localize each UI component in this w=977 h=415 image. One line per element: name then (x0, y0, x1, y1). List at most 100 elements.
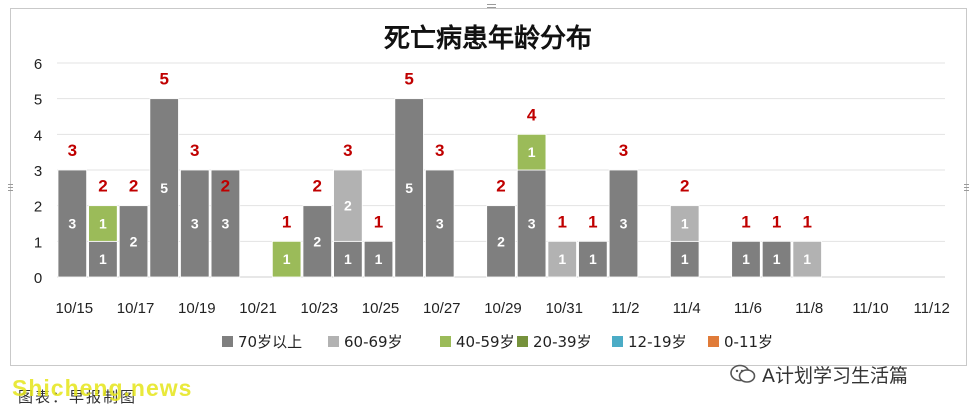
y-tick-label: 3 (34, 163, 42, 180)
bar-value-label: 3 (528, 216, 536, 232)
bar-segment (731, 240, 761, 278)
bar-segment (271, 240, 302, 278)
y-tick-label: 5 (34, 92, 42, 109)
x-tick-label: 10/21 (239, 300, 277, 317)
bar-value-label: 1 (99, 216, 107, 232)
bar-total-label: 1 (772, 212, 781, 231)
bar-value-label: 1 (589, 251, 597, 267)
x-axis-ticks: 10/15 10/17 10/19 10/21 10/23 10/25 10/27 10/29… (56, 300, 950, 317)
bar-segment (57, 169, 88, 278)
bars: 3 1 1 2 5 3 3 1 2 1 2 1 5 3 2 3 1 1 1 3 1 1 1 1 1 (57, 98, 822, 278)
bar-value-label: 1 (773, 251, 781, 267)
bar-total-label: 5 (159, 70, 168, 89)
bar-segment (333, 169, 363, 242)
x-tick-label: 10/29 (484, 300, 522, 317)
bar-total-label: 3 (619, 141, 628, 160)
y-axis-ticks: 0 1 2 3 4 5 6 (34, 56, 42, 287)
watermark: Shicheng.news (12, 375, 193, 401)
resize-handle-top[interactable] (487, 4, 496, 9)
bar-value-label: 3 (436, 216, 444, 232)
bar-value-label: 1 (558, 251, 566, 267)
x-tick-label: 10/15 (56, 300, 94, 317)
bar-total-label: 2 (98, 177, 107, 196)
legend-label: 12-19岁 (628, 333, 687, 351)
bar-value-label: 5 (405, 180, 413, 196)
bar-segment (608, 169, 639, 278)
bar-total-label: 2 (680, 177, 689, 196)
x-tick-label: 11/4 (673, 300, 701, 317)
y-tick-label: 4 (34, 127, 42, 144)
legend-label: 70岁以上 (238, 333, 302, 351)
x-tick-label: 10/31 (545, 300, 583, 317)
bar-value-label: 1 (681, 216, 689, 232)
y-tick-label: 1 (34, 234, 42, 251)
legend: 70岁以上 60-69岁 40-59岁 20-39岁 12-19岁 0-11岁 (222, 333, 773, 351)
bar-total-label: 3 (68, 141, 77, 160)
bar-value-label: 1 (344, 251, 352, 267)
bar-segment (486, 205, 516, 278)
bar-value-label: 1 (375, 251, 383, 267)
bar-total-label: 1 (374, 212, 383, 231)
bar-total-label: 5 (404, 70, 413, 89)
bar-total-label: 2 (313, 177, 322, 196)
bar-segment (363, 240, 394, 278)
legend-swatch (612, 336, 623, 347)
legend-swatch (328, 336, 339, 347)
resize-handle-right[interactable] (964, 184, 969, 193)
bar-segment (149, 98, 179, 278)
bar-segment (670, 205, 700, 242)
wechat-icon (730, 364, 756, 383)
legend-label: 20-39岁 (533, 333, 592, 351)
bar-segment (425, 169, 455, 278)
bar-value-label: 2 (313, 233, 321, 249)
bar-total-label: 1 (802, 212, 811, 231)
bar-value-label: 3 (68, 216, 76, 232)
x-tick-label: 10/19 (178, 300, 216, 317)
bar-segment (670, 240, 700, 278)
x-tick-label: 11/12 (913, 300, 949, 317)
x-tick-label: 11/6 (734, 300, 762, 317)
y-tick-label: 2 (34, 199, 42, 216)
x-tick-label: 10/27 (423, 300, 461, 317)
bar-total-label: 1 (558, 212, 567, 231)
chart-caption: 图表：早报制图 (18, 388, 138, 406)
bar-segment (88, 205, 118, 242)
legend-swatch (517, 336, 528, 347)
bar-segment (578, 240, 608, 278)
bar-segment (394, 98, 424, 278)
legend-swatch (440, 336, 451, 347)
bar-total-label: 2 (496, 177, 505, 196)
bar-value-label: 1 (681, 251, 689, 267)
legend-label: 0-11岁 (724, 333, 773, 351)
account-name: A计划学习生活篇 (762, 364, 908, 387)
bar-segment (118, 205, 149, 278)
y-tick-label: 6 (34, 56, 42, 73)
legend-label: 40-59岁 (456, 333, 515, 351)
bar-segment (547, 240, 577, 278)
bar-segment (761, 240, 792, 278)
x-tick-label: 11/2 (611, 300, 639, 317)
bar-value-label: 5 (160, 180, 168, 196)
y-tick-label: 0 (34, 270, 42, 287)
bar-segment (180, 169, 210, 278)
account-badge: A计划学习生活篇 (730, 360, 908, 388)
legend-swatch (708, 336, 719, 347)
x-tick-label: 11/10 (852, 300, 888, 317)
bar-total-label: 3 (190, 141, 199, 160)
bar-total-label: 4 (527, 105, 537, 124)
bar-value-label: 3 (191, 216, 199, 232)
chart-title: 死亡病患年龄分布 (384, 23, 592, 54)
resize-handle-left[interactable] (8, 184, 13, 193)
bar-total-label: 3 (343, 141, 352, 160)
bar-value-label: 3 (620, 216, 628, 232)
x-tick-label: 11/8 (795, 300, 823, 317)
x-tick-label: 10/23 (301, 300, 339, 317)
bar-value-label: 2 (344, 198, 352, 214)
bar-total-label: 1 (282, 212, 291, 231)
total-labels: 3 2 2 5 3 2 1 2 3 1 5 3 2 4 1 1 3 2 1 1 1 (68, 70, 812, 232)
bar-value-label: 1 (742, 251, 750, 267)
bar-segment (792, 240, 822, 278)
bar-total-label: 1 (741, 212, 750, 231)
bar-segment (302, 205, 332, 278)
